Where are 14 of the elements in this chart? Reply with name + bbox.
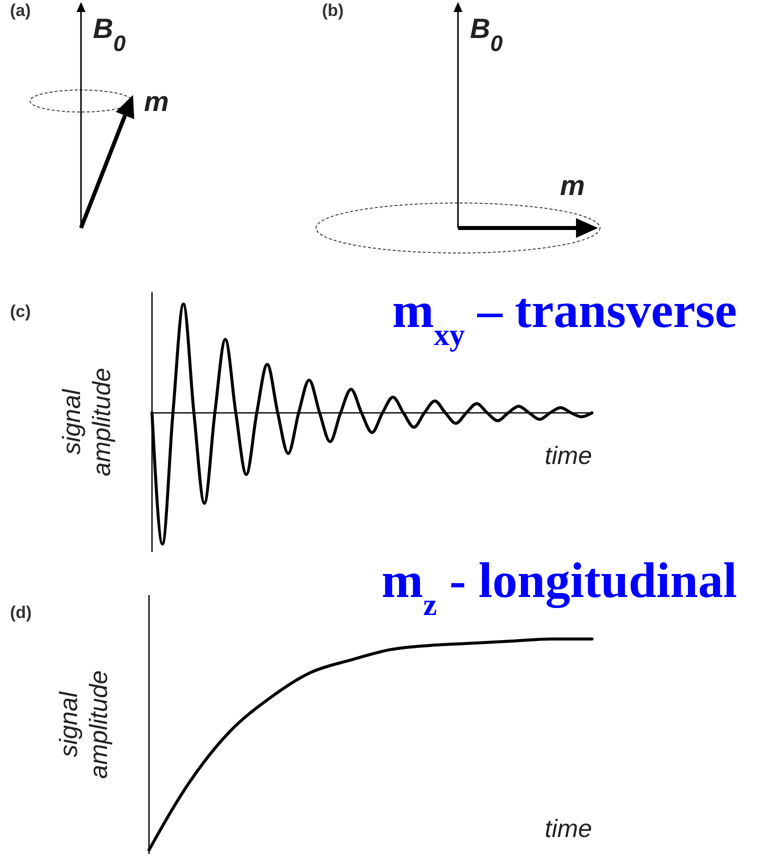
- text: (d): [10, 603, 32, 622]
- text: B$_{0}$: [93, 13, 126, 56]
- text: (a): [10, 1, 31, 20]
- text: B$_{0}$: [470, 13, 504, 56]
- chart-title: m$_{xy}$ – transverse: [392, 282, 737, 352]
- text: (b): [322, 1, 344, 20]
- chart-title: m$_{z}$ - longitudinal: [381, 552, 738, 622]
- y-axis-title: signal amplitude: [58, 368, 116, 476]
- text: m: [560, 170, 585, 201]
- x-axis-title: time: [544, 815, 592, 843]
- x-axis-title: time: [544, 442, 592, 470]
- text: (c): [10, 302, 31, 321]
- y-axis-title: signal amplitude: [55, 670, 113, 779]
- text: m: [144, 86, 169, 117]
